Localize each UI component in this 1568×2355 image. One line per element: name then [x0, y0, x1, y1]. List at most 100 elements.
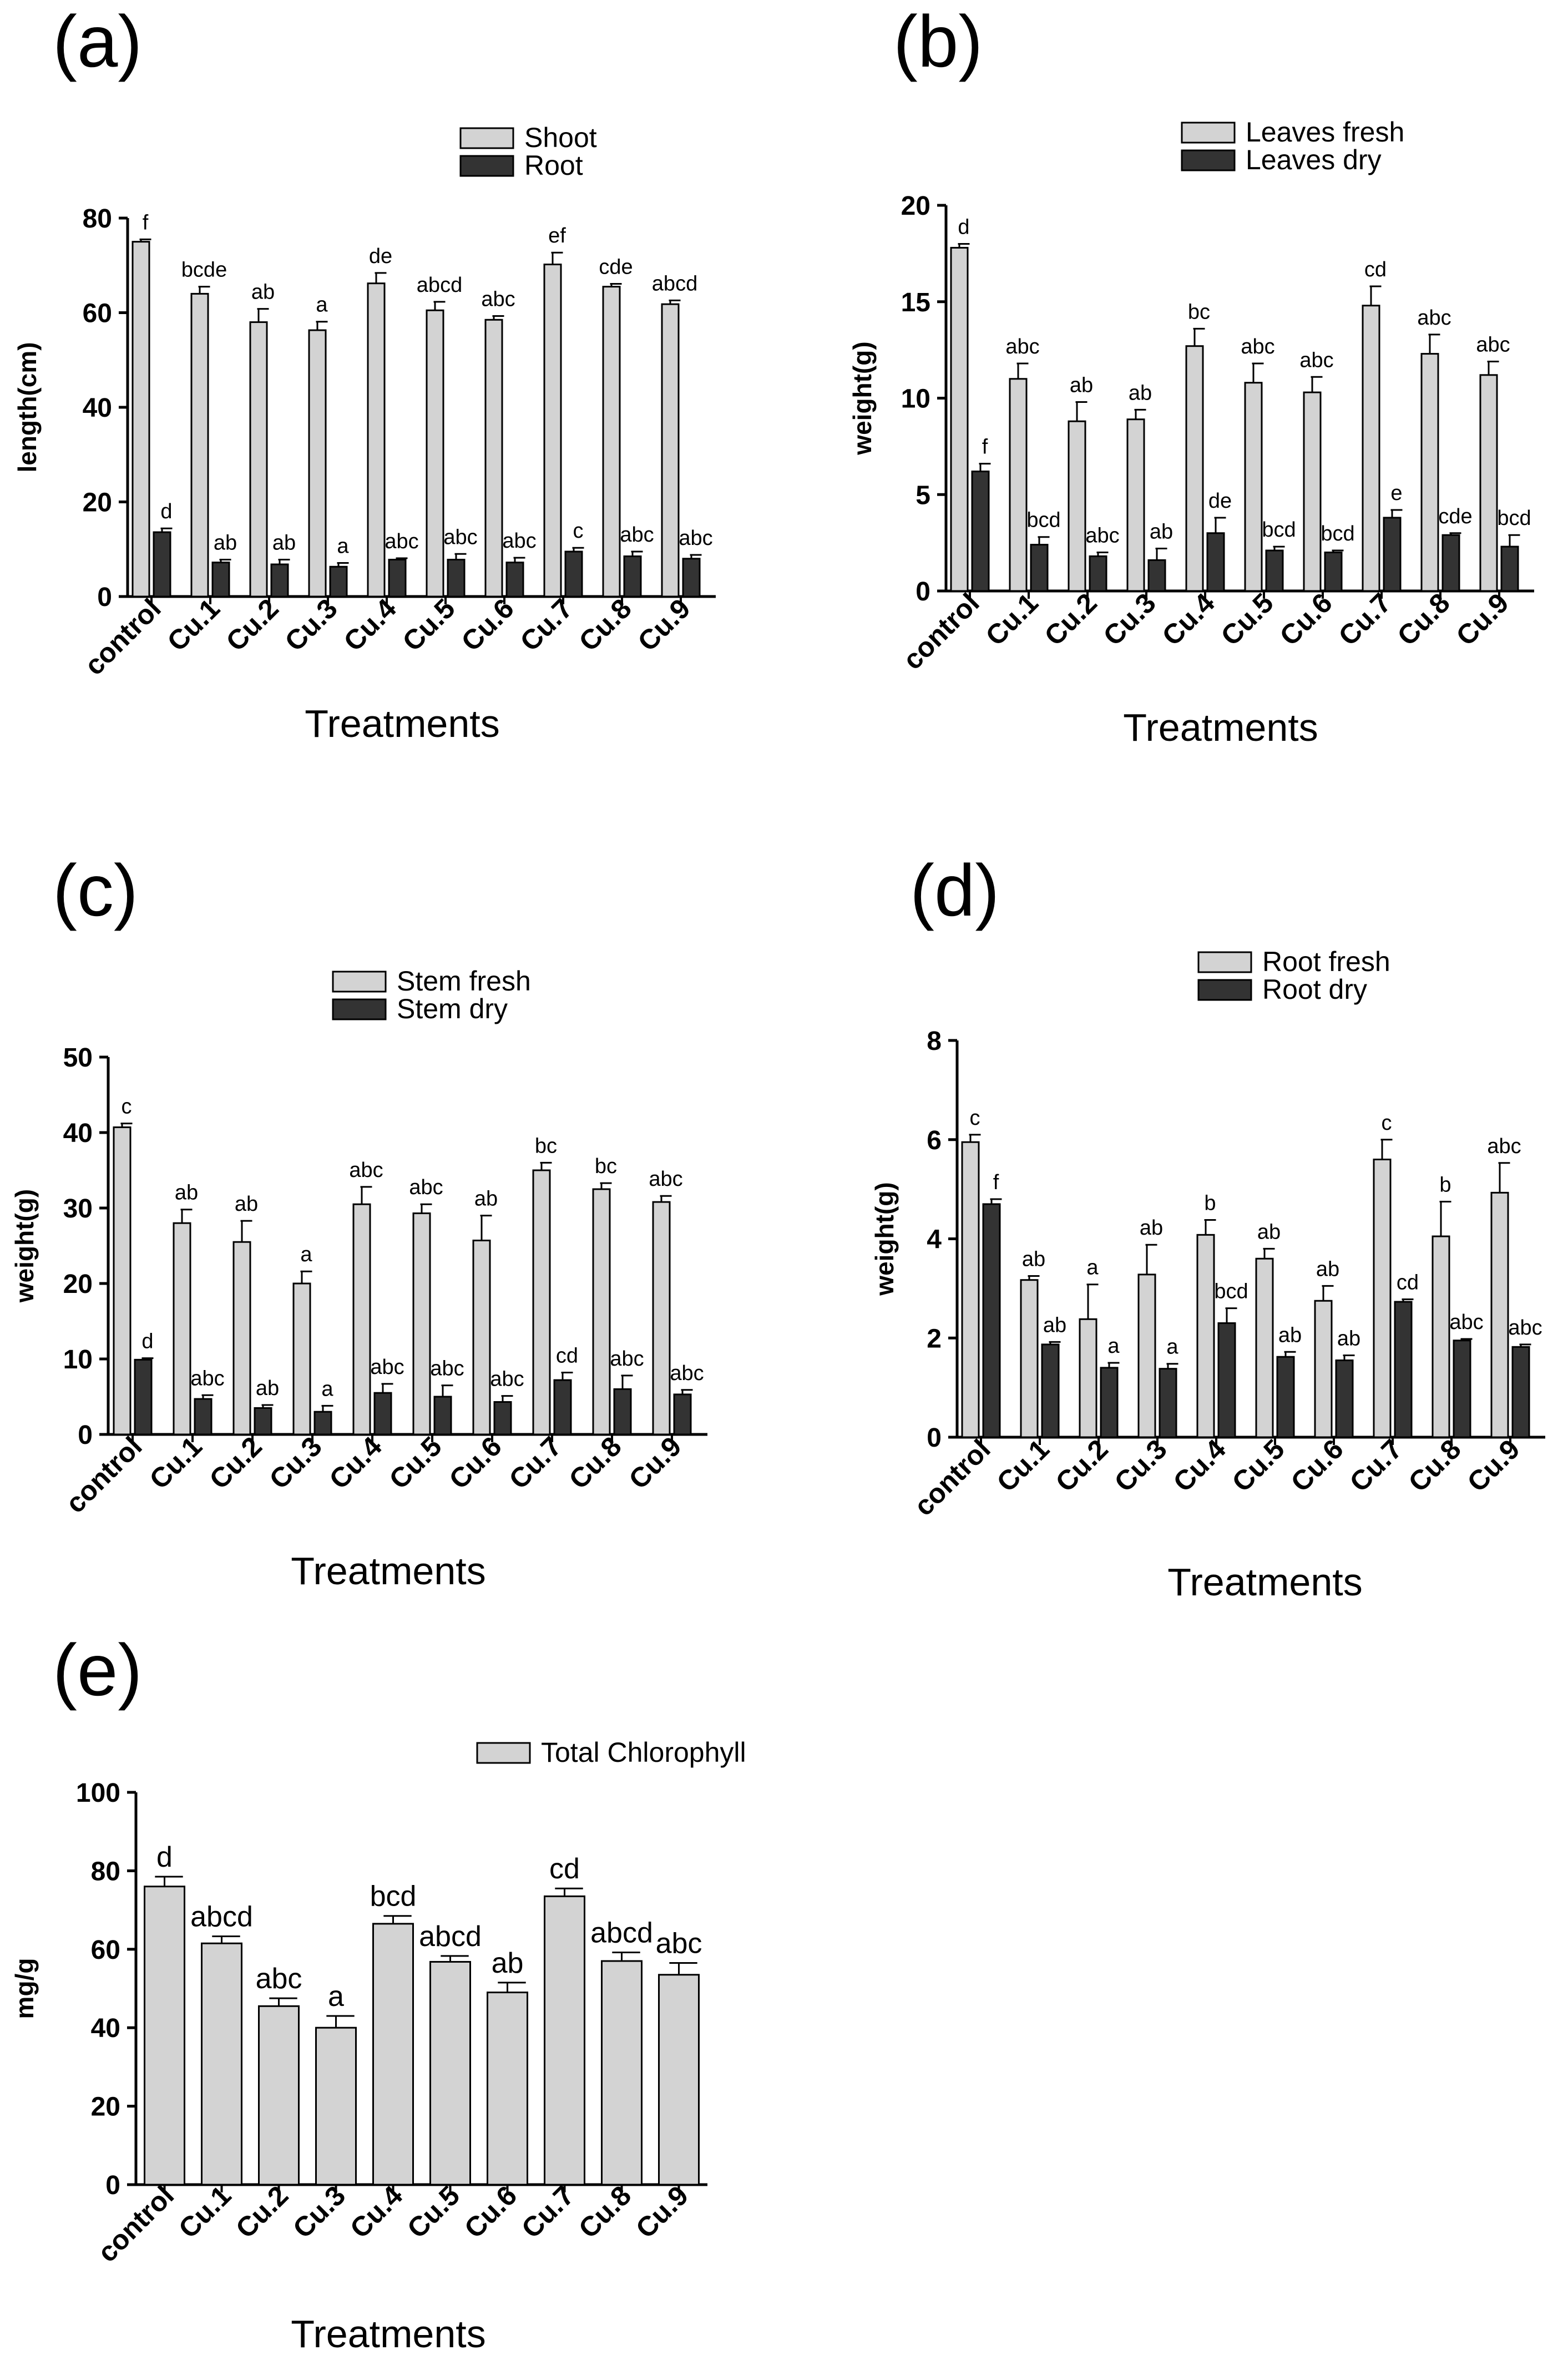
significance-letter: f [143, 211, 149, 234]
category-label: Cu.9 [1461, 1433, 1526, 1498]
bar-root [329, 565, 348, 598]
bar-root-fresh [1490, 1191, 1509, 1438]
significance-letter: abcd [419, 1921, 482, 1953]
category-label: Cu.1 [161, 593, 226, 657]
category-label: Cu.7 [1333, 587, 1397, 651]
significance-letter: f [982, 436, 988, 459]
category-label: Cu.3 [1109, 1433, 1173, 1498]
significance-letter: cd [549, 1853, 580, 1885]
category-label: Cu.6 [458, 2180, 523, 2244]
category-label: Cu.7 [514, 593, 579, 657]
bar-root [505, 562, 524, 598]
bar-shoot [543, 264, 562, 598]
y-tick-label: 15 [901, 288, 930, 317]
bar-root-fresh [1314, 1300, 1333, 1438]
significance-letter: cd [1364, 258, 1387, 281]
bar-leaves-fresh [1420, 353, 1439, 592]
bar-leaves-fresh [1185, 345, 1204, 592]
category-label: Cu.4 [323, 1431, 388, 1495]
bar-root-fresh [961, 1141, 980, 1438]
bar-leaves-fresh [1068, 420, 1086, 592]
bar-root-dry [1335, 1359, 1354, 1438]
legend-label: Leaves dry [1246, 144, 1382, 175]
bar-leaves-dry [1324, 552, 1343, 592]
significance-letter: cde [599, 255, 633, 279]
category-label: Cu.4 [344, 2180, 408, 2244]
legend-label: Leaves fresh [1246, 117, 1404, 148]
bar-root [623, 555, 642, 598]
bar-stem-fresh [592, 1188, 611, 1436]
category-label: Cu.2 [220, 593, 285, 657]
significance-letter: abc [1085, 524, 1119, 548]
significance-letter: abc [256, 1963, 302, 1995]
y-axis-title: mg/g [10, 1958, 39, 2019]
significance-letter: bcde [181, 259, 227, 282]
legend-swatch [332, 971, 387, 993]
bar-stem-dry [433, 1396, 452, 1436]
category-label: Cu.8 [563, 1431, 628, 1495]
significance-letter: abc [679, 527, 712, 550]
bar-leaves-dry [1030, 544, 1049, 592]
significance-letter: abc [430, 1357, 464, 1381]
category-label: Cu.6 [456, 593, 520, 657]
bar-total-chlorophyll [544, 1895, 585, 2186]
bar-total-chlorophyll [601, 1960, 643, 2186]
significance-letter: bcd [1262, 518, 1296, 542]
y-tick-label: 0 [927, 1423, 942, 1453]
bar-leaves-dry [1500, 545, 1519, 592]
significance-letter: ab [251, 281, 275, 304]
bar-leaves-dry [1265, 549, 1284, 592]
significance-letter: abc [1487, 1135, 1521, 1158]
category-label: Cu.1 [991, 1433, 1055, 1498]
significance-letter: cd [1397, 1271, 1419, 1295]
bar-total-chlorophyll [201, 1942, 242, 2186]
significance-letter: ab [235, 1192, 258, 1216]
significance-letter: a [1166, 1336, 1178, 1359]
legend-label: Root [524, 150, 583, 181]
significance-letter: abc [620, 523, 654, 547]
significance-letter: abc [649, 1168, 682, 1191]
significance-letter: abc [370, 1356, 404, 1379]
significance-letter: ab [1337, 1327, 1360, 1351]
category-label: Cu.6 [1274, 587, 1338, 651]
category-label: control [908, 1433, 996, 1522]
significance-letter: ab [272, 532, 296, 555]
y-axis-title: length(cm) [13, 342, 42, 472]
legend-label: Root fresh [1262, 946, 1390, 977]
category-label: Cu.1 [980, 587, 1044, 651]
bar-leaves-fresh [950, 246, 969, 592]
bar-stem-dry [613, 1388, 632, 1436]
bar-root-dry [1394, 1301, 1413, 1438]
significance-letter: d [141, 1330, 153, 1353]
bar-stem-dry [194, 1398, 213, 1436]
bar-shoot [308, 329, 327, 598]
significance-letter: bcd [1026, 509, 1060, 532]
significance-letter: d [958, 216, 969, 239]
bar-root-fresh [1432, 1235, 1450, 1438]
bar-root-dry [1159, 1368, 1177, 1438]
y-tick-label: 4 [927, 1225, 942, 1255]
legend-swatch [459, 127, 514, 149]
significance-letter: abcd [190, 1901, 253, 1933]
y-tick-label: 0 [915, 577, 930, 607]
y-tick-label: 0 [105, 2171, 120, 2200]
significance-letter: bcd [1497, 507, 1531, 530]
y-tick-label: 60 [83, 299, 112, 329]
significance-letter: ef [548, 224, 566, 247]
bar-root-fresh [1255, 1257, 1274, 1438]
significance-letter: ab [1150, 520, 1173, 544]
category-label: Cu.9 [1450, 587, 1515, 651]
chart-panel-1: (b) 0 5 10 15 20 weight(g) Treatments d f control a… [848, 1, 1534, 749]
bar-stem-dry [493, 1401, 512, 1436]
category-label: Cu.3 [264, 1431, 328, 1495]
legend-swatch [1197, 951, 1252, 973]
significance-letter: abc [502, 529, 536, 553]
x-axis-title: Treatments [291, 2312, 485, 2355]
significance-letter: bc [535, 1134, 557, 1158]
bar-total-chlorophyll [258, 2005, 300, 2186]
y-tick-label: 20 [901, 191, 930, 221]
bar-root [270, 563, 289, 598]
category-label: Cu.9 [623, 1431, 687, 1495]
chart-panel-3: (d)02468weight(g)Treatmentscfcontrolabab… [870, 850, 1545, 1604]
